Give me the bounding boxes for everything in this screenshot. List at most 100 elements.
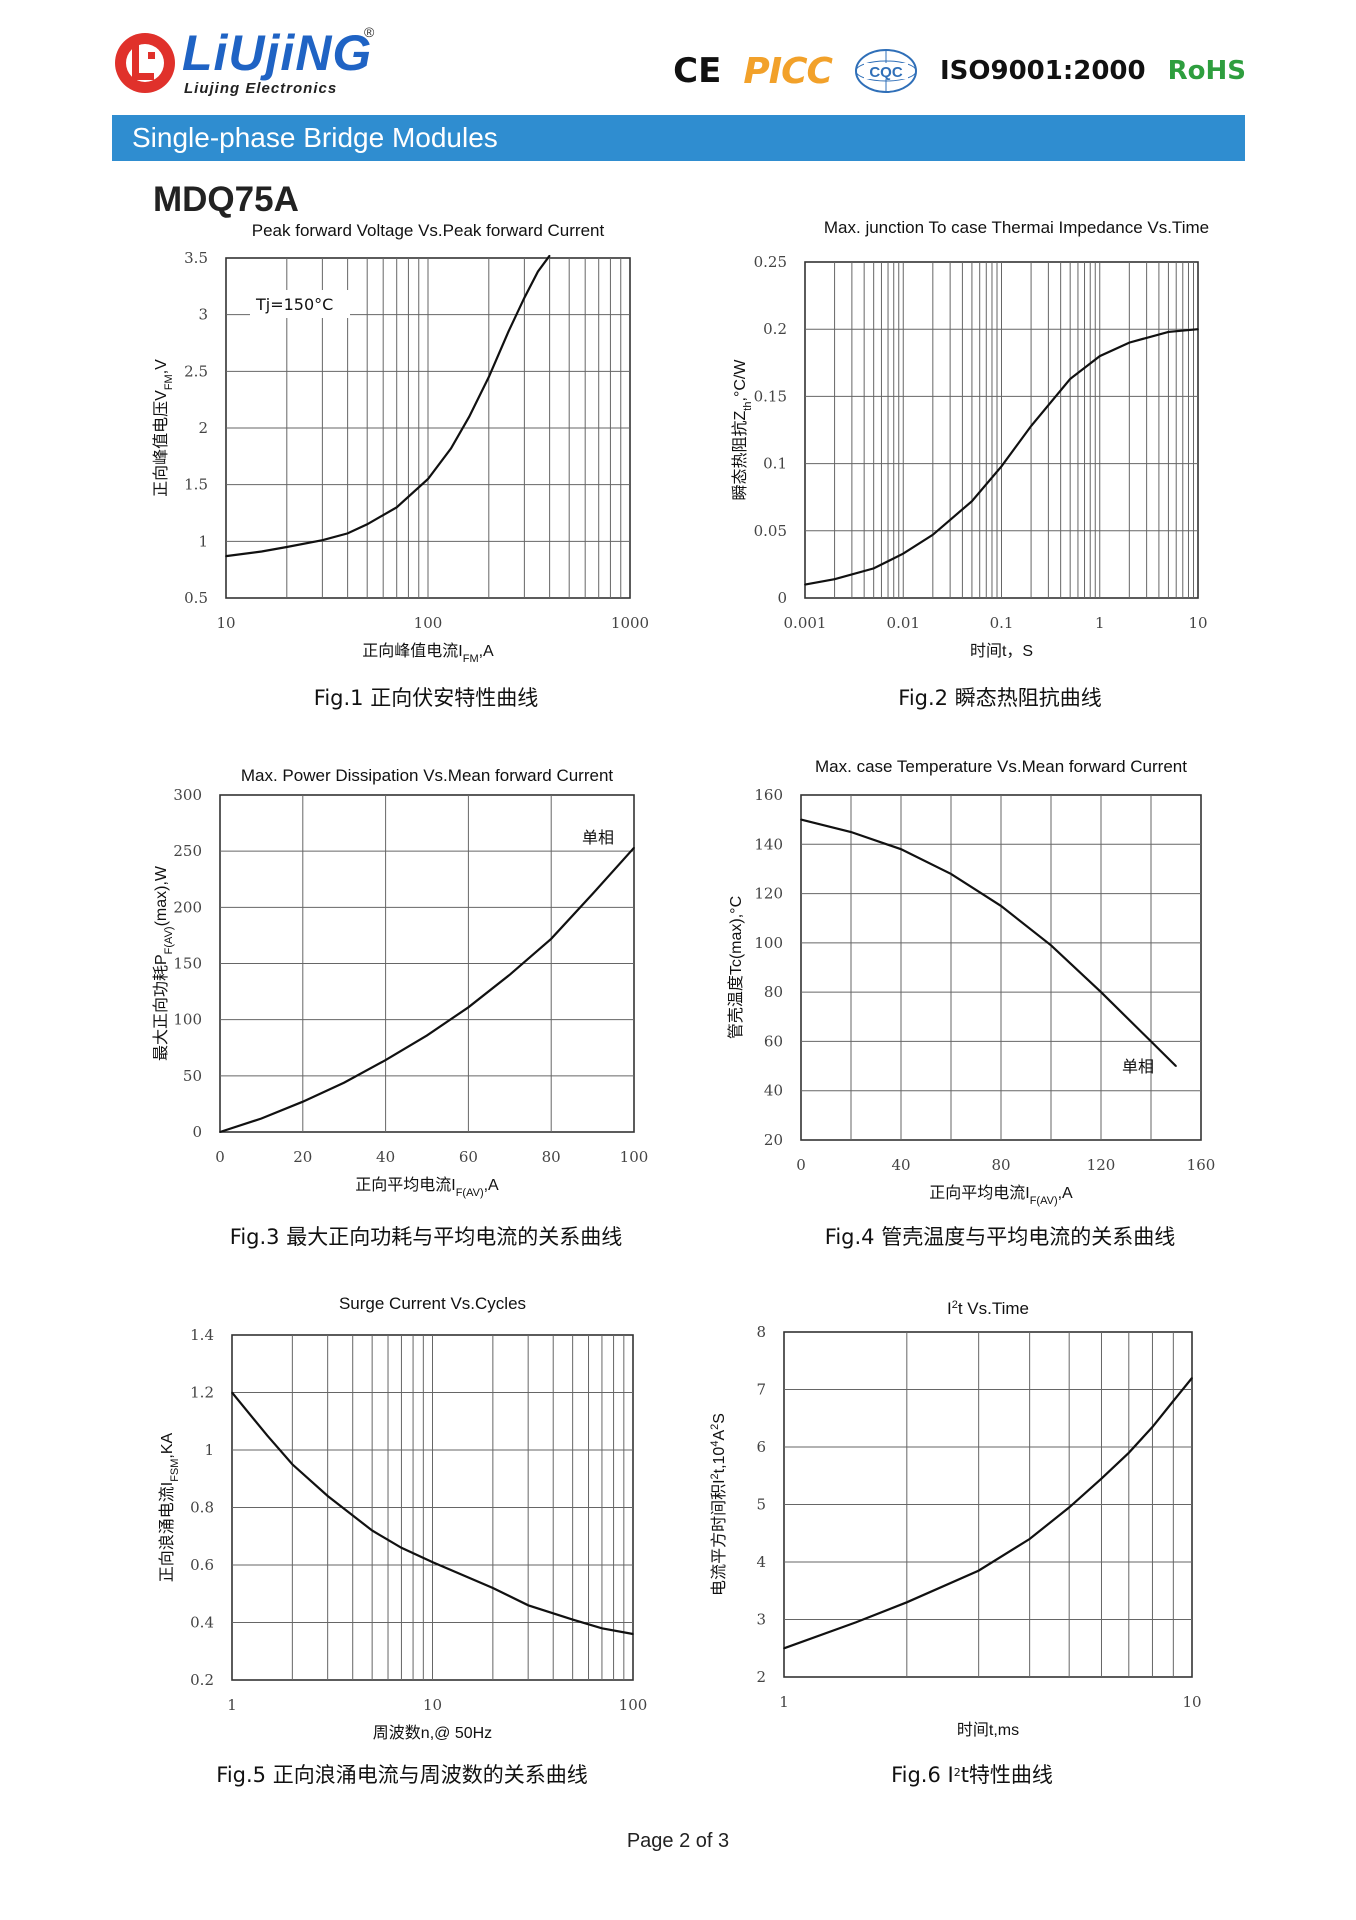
x-tick-label: 120: [1087, 1156, 1116, 1174]
x-tick-label: 100: [414, 614, 443, 632]
y-tick-label: 0.15: [754, 387, 787, 405]
data-point: [467, 1006, 470, 1009]
data-point: [1128, 341, 1131, 344]
data-point: [1100, 991, 1102, 993]
data-point: [286, 546, 288, 548]
y-tick-label: 300: [173, 786, 202, 804]
data-point: [260, 550, 263, 553]
x-tick-label: 0.001: [784, 614, 827, 632]
x-axis-label: 时间t，S: [970, 642, 1033, 660]
data-point: [527, 1604, 529, 1607]
x-tick-label: 0: [215, 1148, 225, 1166]
data-point: [343, 1081, 346, 1084]
y-tick-label: 3: [198, 306, 208, 324]
y-tick-label: 40: [764, 1082, 783, 1100]
y-tick-label: 1: [204, 1441, 214, 1459]
y-tick-label: 2: [756, 1668, 766, 1686]
chart-title: Surge Current Vs.Cycles: [339, 1294, 526, 1313]
page-number: Page 2 of 3: [626, 1830, 730, 1852]
banner-title: Single-phase Bridge Modules: [132, 122, 498, 153]
data-point: [371, 1529, 373, 1532]
y-tick-label: 50: [183, 1067, 202, 1085]
x-tick-label: 0.1: [990, 614, 1014, 632]
y-tick-label: 3.5: [184, 249, 208, 267]
y-tick-label: 80: [764, 983, 783, 1001]
chart-title: Max. Power Dissipation Vs.Mean forward C…: [241, 766, 614, 785]
x-tick-label: 1: [779, 1693, 789, 1711]
data-point: [1028, 1538, 1031, 1540]
data-point: [1150, 1040, 1152, 1043]
data-point: [450, 447, 452, 450]
data-point: [219, 1131, 221, 1133]
x-tick-label: 1: [1095, 614, 1105, 632]
y-tick-label: 0.05: [754, 522, 787, 540]
data-point: [833, 578, 836, 580]
data-point: [850, 831, 852, 833]
cqc-logo-icon: CQC: [854, 49, 917, 93]
chart-title: Max. junction To case Thermai Impedance …: [824, 218, 1209, 237]
chart-4: 0 40 80 120 160 20 40 60 80 100 120 140 160 Max. case…: [727, 757, 1215, 1249]
data-point: [231, 1391, 233, 1394]
series-line: [231, 1391, 634, 1636]
x-tick-label: 10: [1182, 1693, 1201, 1711]
data-point: [321, 539, 324, 541]
data-point: [366, 523, 369, 526]
data-point: [523, 296, 526, 299]
y-tick-label: 250: [173, 842, 202, 860]
horizontal-gridlines: [220, 850, 634, 1077]
brand-name: LiUjiNG: [182, 25, 373, 81]
x-tick-label: 0: [796, 1156, 806, 1174]
single-phase-annotation: 单相: [582, 828, 614, 847]
data-point: [400, 1547, 403, 1549]
section-banner: Single-phase Bridge Modules: [112, 115, 1245, 161]
data-point: [1128, 1452, 1130, 1454]
data-point: [548, 254, 551, 257]
figure-caption: Fig.4 管壳温度与平均电流的关系曲线: [825, 1225, 1175, 1249]
figure-caption: Fig.6 I2t特性曲线: [891, 1763, 1053, 1787]
y-axis-label: 电流平方时间积I2t,104A2S: [709, 1413, 728, 1596]
data-point: [426, 1034, 428, 1037]
data-point: [326, 1495, 329, 1497]
x-tick-label: 20: [293, 1148, 312, 1166]
x-tick-label: 100: [619, 1696, 648, 1714]
data-point: [571, 1618, 574, 1621]
data-point: [632, 1633, 634, 1635]
y-tick-label: 160: [754, 786, 783, 804]
single-phase-annotation: 单相: [1122, 1057, 1154, 1076]
data-point: [783, 1647, 785, 1650]
data-point: [302, 1100, 304, 1103]
horizontal-gridlines: [226, 314, 630, 542]
brand-subtitle: Liujing Electronics: [184, 80, 338, 97]
y-tick-label: 150: [173, 955, 202, 973]
x-tick-label: 10: [1188, 614, 1207, 632]
y-tick-label: 0.4: [190, 1614, 214, 1632]
y-axis-label: 管壳温度Tc(max),°C: [727, 896, 745, 1039]
ce-mark: CE: [673, 51, 722, 91]
data-point: [906, 1601, 908, 1604]
vertical-gridlines: [850, 795, 1152, 1140]
y-tick-label: 8: [756, 1323, 766, 1341]
data-point: [1030, 425, 1032, 427]
liujing-logo-icon: [115, 33, 175, 93]
figure-caption: Fig.1 正向伏安特性曲线: [314, 686, 538, 710]
data-point: [932, 534, 934, 536]
x-tick-label: 80: [991, 1156, 1010, 1174]
chart-title: Max. case Temperature Vs.Mean forward Cu…: [815, 757, 1187, 776]
figure-caption: Fig.2 瞬态热阻抗曲线: [898, 686, 1101, 710]
figure-caption: Fig.5 正向浪涌电流与周波数的关系曲线: [216, 1763, 587, 1787]
chart-title: Peak forward Voltage Vs.Peak forward Cur…: [252, 221, 605, 240]
x-tick-label: 0.01: [887, 614, 920, 632]
data-point: [601, 1627, 603, 1630]
temperature-annotation: Tj=150°C: [255, 295, 333, 314]
data-point: [384, 1059, 387, 1061]
y-tick-label: 4: [756, 1553, 766, 1571]
data-point: [1167, 331, 1170, 333]
data-point: [1100, 1477, 1103, 1480]
x-axis-label: 时间t,ms: [957, 1721, 1019, 1739]
y-tick-label: 7: [756, 1381, 766, 1399]
data-point: [591, 893, 594, 895]
horizontal-gridlines: [784, 1389, 1192, 1620]
y-tick-label: 60: [764, 1032, 783, 1050]
x-axis-label: 正向峰值电流IFM,A: [362, 642, 494, 665]
y-tick-label: 1: [198, 532, 208, 550]
